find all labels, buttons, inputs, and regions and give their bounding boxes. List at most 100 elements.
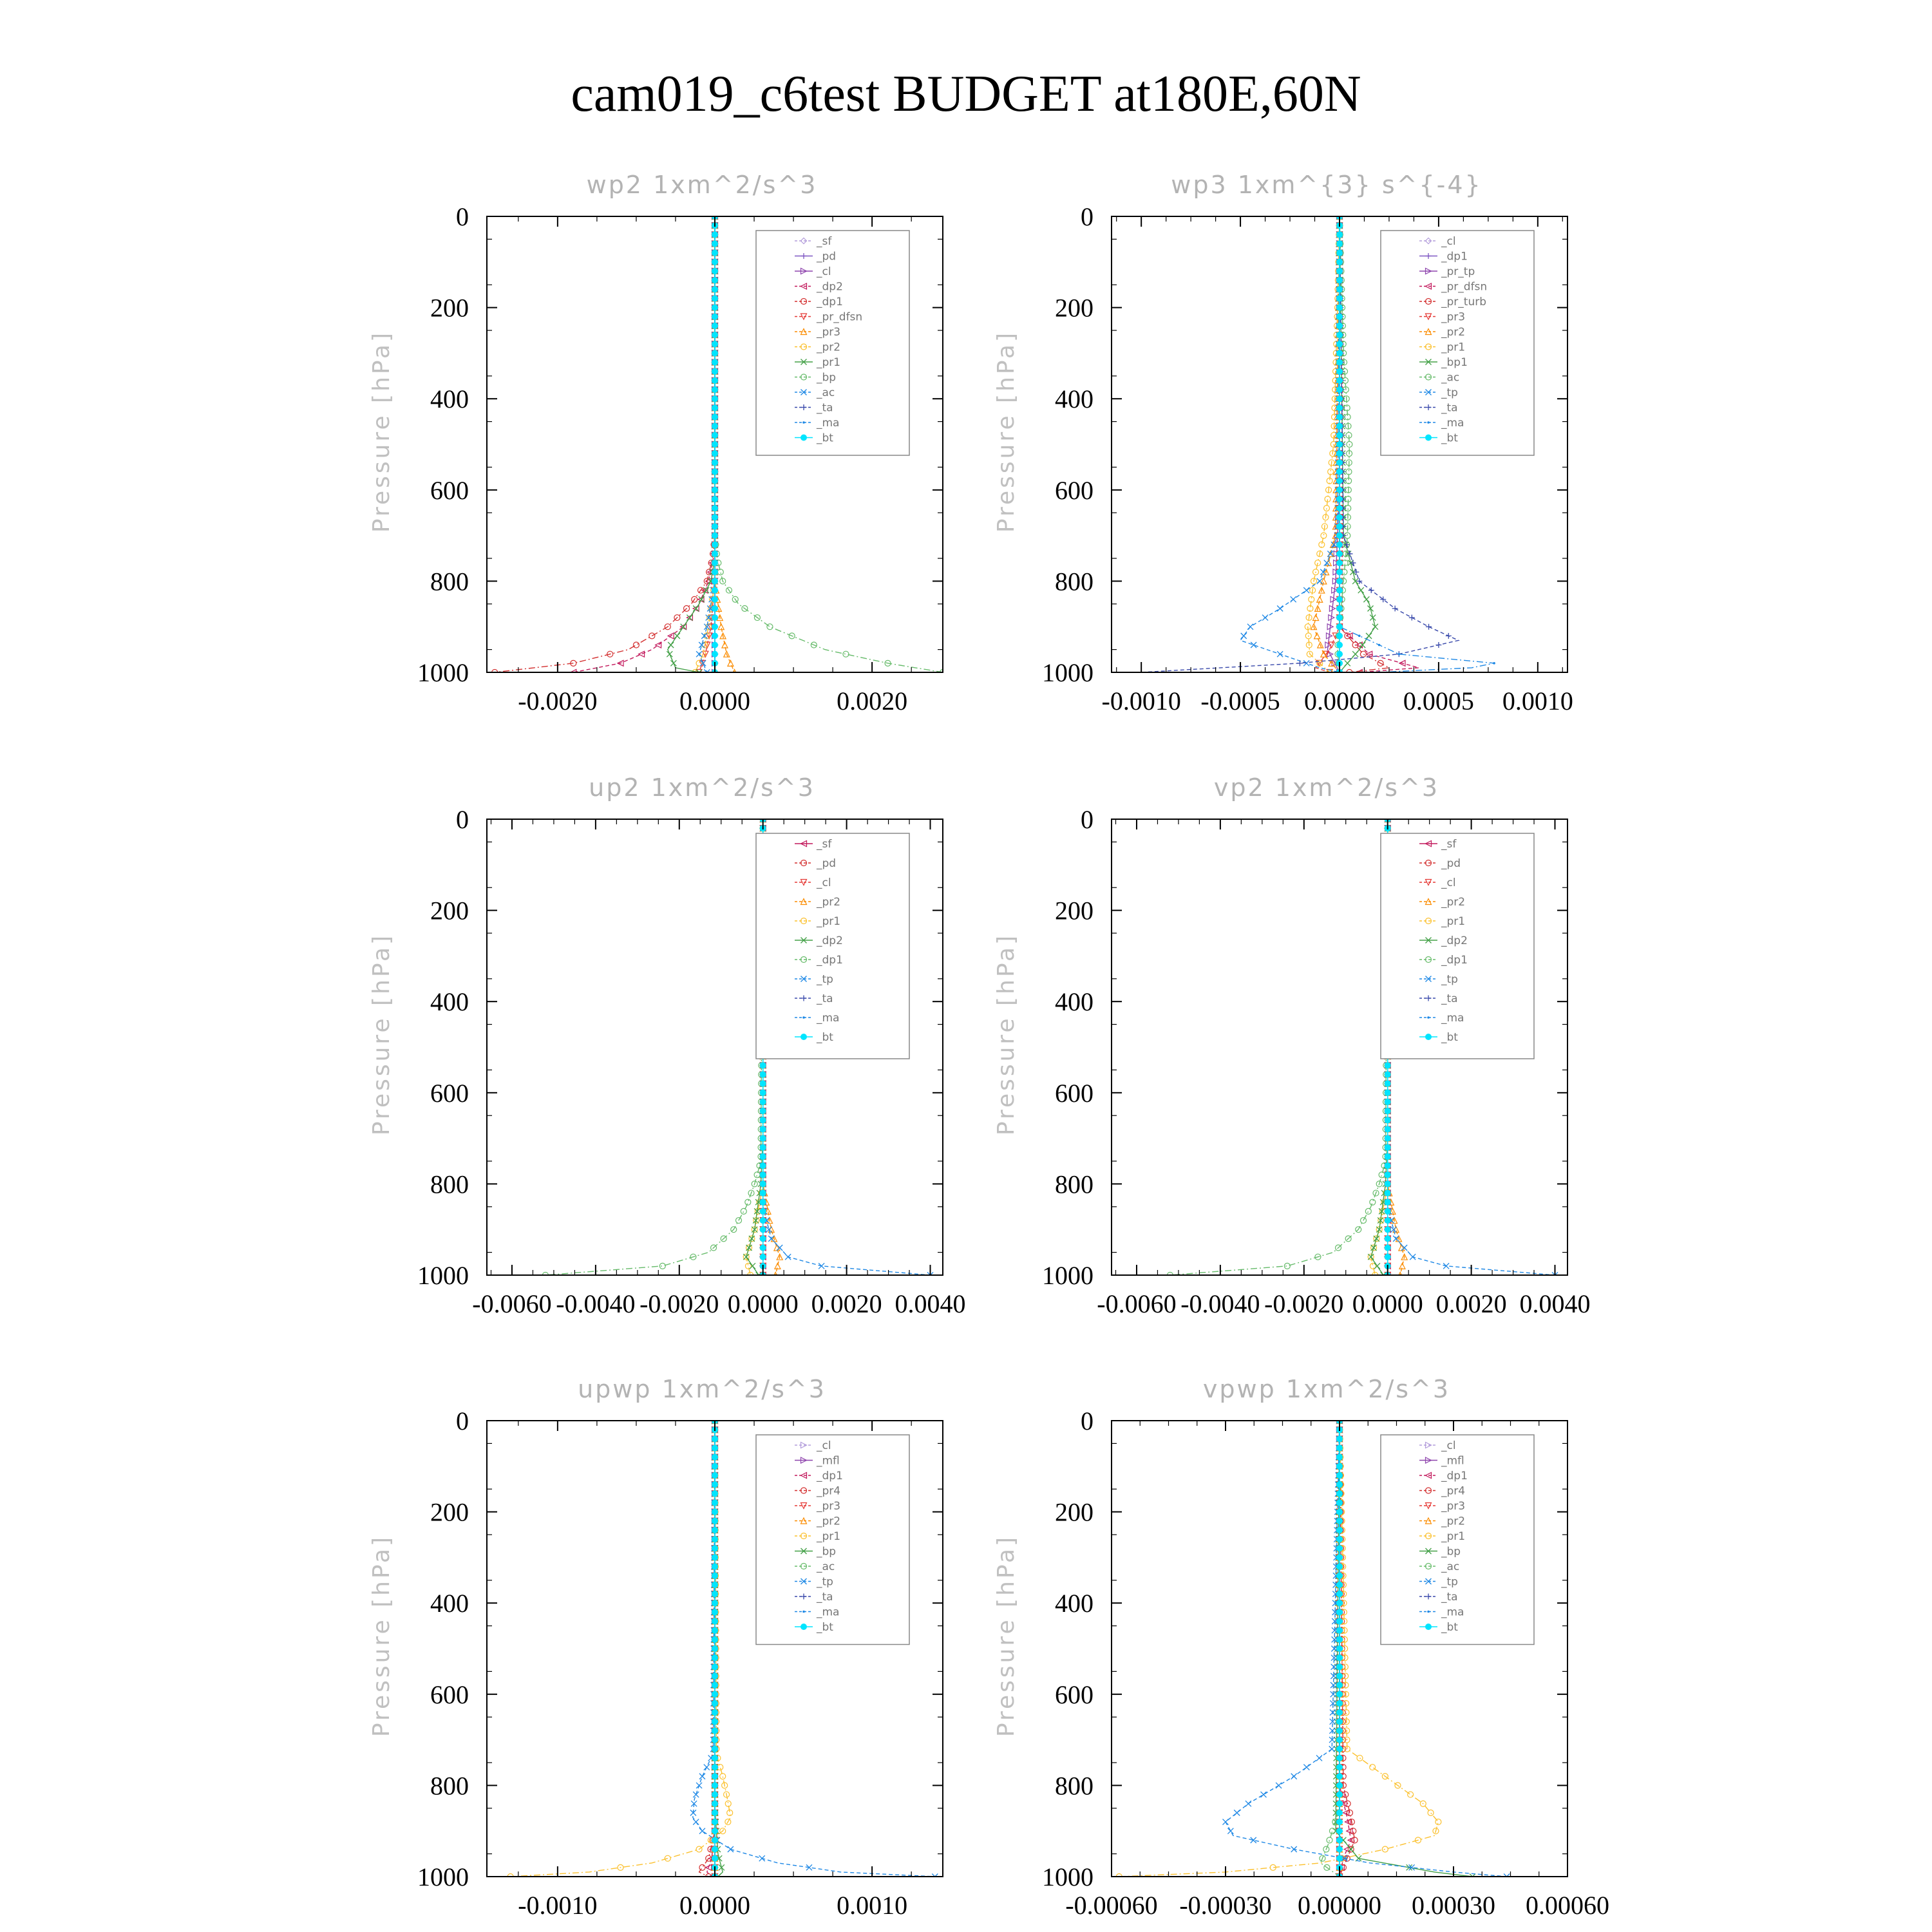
series-bt xyxy=(1336,1421,1343,1877)
series-point xyxy=(1247,623,1254,630)
panel-title: vp2 1xm^2/s^3 xyxy=(1214,773,1439,802)
y-tick-label: 200 xyxy=(430,294,469,323)
series-point xyxy=(667,641,674,649)
series-point xyxy=(712,1846,718,1853)
series-point xyxy=(712,495,718,502)
legend-label: _sf xyxy=(816,838,832,851)
series-point xyxy=(712,359,718,366)
series-point xyxy=(723,650,730,658)
legend-label: _bp1 xyxy=(1441,356,1468,369)
x-tick-label: -0.0010 xyxy=(518,1891,597,1920)
series-point xyxy=(1336,332,1343,339)
series-point xyxy=(664,1855,671,1862)
series-point xyxy=(719,1773,726,1780)
series-point xyxy=(696,659,703,667)
series-point xyxy=(1326,1837,1333,1844)
legend-label: _pr_tp xyxy=(1441,265,1475,278)
series-point xyxy=(1310,578,1318,585)
legend-label: _ma xyxy=(816,417,839,430)
series-point xyxy=(1350,1828,1357,1835)
panel-title: wp3 1xm^{3} s^{-4} xyxy=(1171,171,1482,199)
series-bt xyxy=(712,216,718,672)
legend-entry: _dp1 xyxy=(1419,251,1468,263)
series-point xyxy=(1367,1253,1374,1260)
series-point xyxy=(1384,1171,1391,1179)
series-point xyxy=(712,1636,718,1643)
legend-label: _cl xyxy=(816,876,831,889)
series-point xyxy=(1336,1727,1343,1734)
series-point xyxy=(1326,477,1333,484)
series-point xyxy=(1336,1508,1343,1515)
series-point xyxy=(692,668,699,672)
legend-marker xyxy=(800,1517,808,1524)
series-point xyxy=(1384,1226,1391,1233)
series-point xyxy=(1275,1782,1282,1789)
series-point xyxy=(1336,1581,1343,1588)
series-point xyxy=(1323,1846,1330,1853)
series-point xyxy=(1290,596,1297,603)
series-point xyxy=(712,1800,718,1807)
series-point xyxy=(712,295,718,302)
legend-marker xyxy=(800,1593,807,1600)
series-point xyxy=(1329,1727,1336,1734)
series-point xyxy=(712,523,718,530)
series-point xyxy=(690,1253,697,1260)
series-point xyxy=(1328,459,1335,466)
series-point xyxy=(1435,1818,1442,1826)
series-point xyxy=(1336,614,1343,621)
series-point xyxy=(712,1454,718,1461)
legend-entry: _pr2 xyxy=(795,896,840,909)
series-point xyxy=(691,596,698,603)
series-point xyxy=(1325,486,1332,493)
series-point xyxy=(1336,1481,1343,1488)
y-tick-label: 1000 xyxy=(417,1261,469,1290)
legend-label: _tp xyxy=(1441,386,1458,399)
y-tick-label: 200 xyxy=(1055,896,1094,925)
legend-label: _cl xyxy=(816,1439,831,1452)
series-point xyxy=(1379,1198,1387,1206)
series-point xyxy=(1322,514,1329,521)
series-point xyxy=(1319,1855,1326,1862)
series-point xyxy=(1336,1517,1343,1524)
series-point xyxy=(1283,1262,1291,1269)
legend-marker xyxy=(800,343,808,350)
series-point xyxy=(674,614,681,621)
chart-panel-3: up2 1xm^2/s^3 Pressure [hPa] 0 200 400 600 800… xyxy=(368,773,966,1318)
legend-label: _tp xyxy=(1441,973,1458,986)
legend-entry: _ac xyxy=(1419,372,1459,384)
series-point xyxy=(1320,577,1327,585)
series-point xyxy=(1336,1463,1343,1470)
series-point xyxy=(712,231,718,238)
series-point xyxy=(1309,587,1316,594)
legend-entry: _ta xyxy=(1419,402,1458,415)
series-point xyxy=(1336,468,1343,475)
series-point xyxy=(1356,578,1363,584)
legend-entry: _cl xyxy=(795,265,831,278)
series-point xyxy=(1336,1591,1343,1598)
series-point xyxy=(1336,313,1343,320)
legend-label: _ta xyxy=(816,402,833,415)
series-point xyxy=(1276,650,1283,658)
legend-marker xyxy=(1425,1487,1432,1494)
series-point xyxy=(1336,1672,1343,1680)
plot-area xyxy=(491,216,943,672)
series-point xyxy=(1341,1855,1348,1862)
chart-panel-4: vp2 1xm^2/s^3 Pressure [hPa] 0 200 400 600 800… xyxy=(993,773,1591,1318)
series-point xyxy=(712,505,718,512)
series-point xyxy=(1260,1791,1267,1798)
legend-entry: _pr_turb xyxy=(1419,296,1486,308)
legend-entry: _ac xyxy=(1419,1560,1459,1573)
series-point xyxy=(699,1773,706,1780)
series-point xyxy=(712,1600,718,1607)
legend-label: _pr1 xyxy=(1441,341,1465,354)
series-point xyxy=(1336,1736,1343,1743)
series-point xyxy=(743,1253,750,1260)
x-tick-label: -0.0040 xyxy=(1180,1289,1260,1318)
legend-marker xyxy=(1425,937,1432,943)
legend-entry: _pr4 xyxy=(795,1485,840,1498)
legend-label: _pr1 xyxy=(816,356,840,369)
legend-marker xyxy=(800,1502,808,1510)
legend-entry: _ma xyxy=(1419,417,1464,430)
series-point xyxy=(1336,486,1343,493)
series-point xyxy=(1398,1262,1406,1269)
